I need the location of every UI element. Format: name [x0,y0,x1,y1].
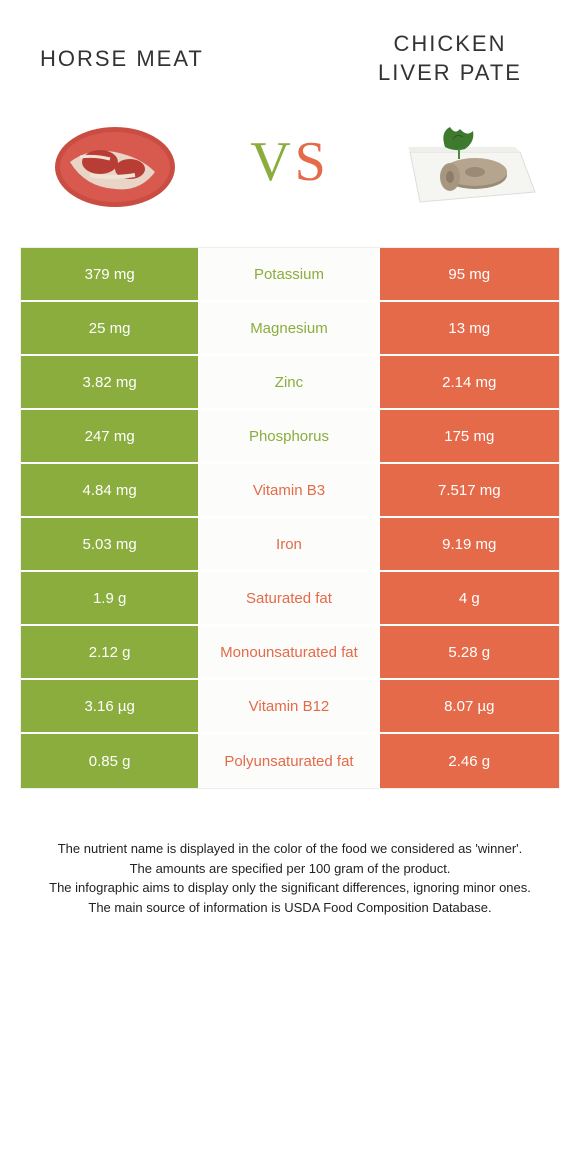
images-row: VS [0,97,580,247]
left-value: 5.03 mg [21,518,200,570]
comparison-table: 379 mgPotassium95 mg25 mgMagnesium13 mg3… [20,247,560,789]
nutrient-label: Vitamin B3 [200,464,379,516]
nutrient-label: Saturated fat [200,572,379,624]
left-value: 0.85 g [21,734,200,788]
title-left: HORSE MEAT [40,46,204,72]
left-value: 3.16 µg [21,680,200,732]
left-value: 2.12 g [21,626,200,678]
footer-line: The main source of information is USDA F… [30,898,550,918]
table-row: 3.16 µgVitamin B128.07 µg [21,680,559,734]
right-value: 8.07 µg [380,680,559,732]
nutrient-label: Magnesium [200,302,379,354]
right-value: 2.46 g [380,734,559,788]
nutrient-label: Monounsaturated fat [200,626,379,678]
right-value: 9.19 mg [380,518,559,570]
right-value: 7.517 mg [380,464,559,516]
table-row: 247 mgPhosphorus175 mg [21,410,559,464]
vs-label: VS [250,130,330,194]
nutrient-label: Potassium [200,248,379,300]
left-value: 1.9 g [21,572,200,624]
footer-line: The nutrient name is displayed in the co… [30,839,550,859]
table-row: 1.9 gSaturated fat4 g [21,572,559,626]
right-value: 175 mg [380,410,559,462]
table-row: 379 mgPotassium95 mg [21,248,559,302]
left-value: 4.84 mg [21,464,200,516]
right-value: 13 mg [380,302,559,354]
nutrient-label: Phosphorus [200,410,379,462]
table-row: 3.82 mgZinc2.14 mg [21,356,559,410]
footer-notes: The nutrient name is displayed in the co… [0,789,580,937]
pate-image [390,107,540,217]
left-value: 3.82 mg [21,356,200,408]
left-value: 25 mg [21,302,200,354]
footer-line: The amounts are specified per 100 gram o… [30,859,550,879]
footer-line: The infographic aims to display only the… [30,878,550,898]
vs-v: V [250,131,294,193]
vs-s: S [295,131,330,193]
table-row: 4.84 mgVitamin B37.517 mg [21,464,559,518]
right-value: 5.28 g [380,626,559,678]
right-value: 95 mg [380,248,559,300]
title-right: CHICKEN LIVER PATE [360,30,540,87]
table-row: 25 mgMagnesium13 mg [21,302,559,356]
right-value: 2.14 mg [380,356,559,408]
table-row: 2.12 gMonounsaturated fat5.28 g [21,626,559,680]
table-row: 0.85 gPolyunsaturated fat2.46 g [21,734,559,788]
nutrient-label: Iron [200,518,379,570]
left-value: 379 mg [21,248,200,300]
nutrient-label: Polyunsaturated fat [200,734,379,788]
left-value: 247 mg [21,410,200,462]
nutrient-label: Zinc [200,356,379,408]
nutrient-label: Vitamin B12 [200,680,379,732]
horse-meat-image [40,107,190,217]
header: HORSE MEAT CHICKEN LIVER PATE [0,0,580,97]
right-value: 4 g [380,572,559,624]
table-row: 5.03 mgIron9.19 mg [21,518,559,572]
